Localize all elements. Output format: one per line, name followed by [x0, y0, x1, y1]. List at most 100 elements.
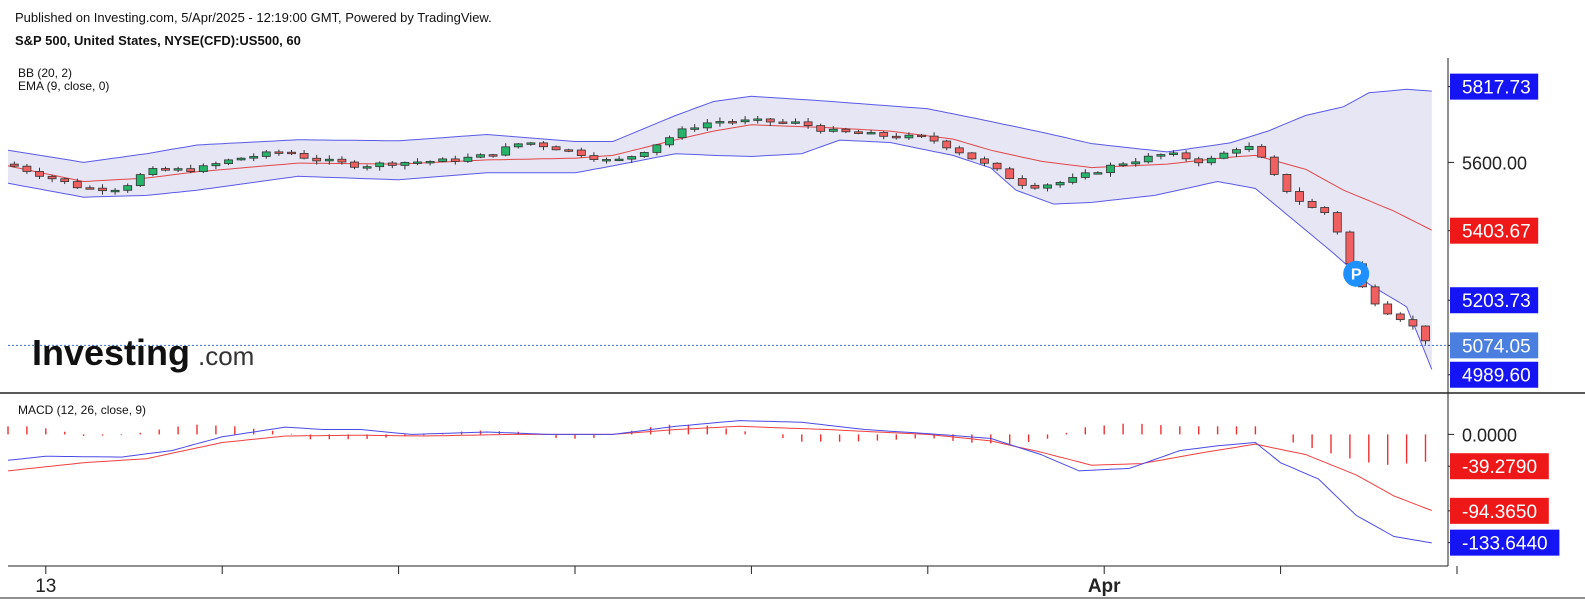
- candle: [1383, 301, 1393, 316]
- price-label-text: 5203.73: [1462, 291, 1531, 312]
- candle: [1118, 161, 1128, 168]
- candle-body: [1320, 207, 1330, 213]
- candle-body: [551, 146, 561, 151]
- candle: [400, 161, 410, 170]
- candle-body: [879, 132, 889, 137]
- candle: [161, 166, 170, 172]
- candle-body: [980, 158, 989, 164]
- candle: [627, 155, 637, 163]
- candle: [135, 172, 145, 187]
- candle: [715, 117, 725, 127]
- candle: [1244, 142, 1254, 152]
- candle: [614, 156, 624, 162]
- candle-body: [866, 132, 876, 135]
- candle-body: [627, 156, 637, 160]
- candle: [1219, 151, 1229, 160]
- candle: [576, 147, 586, 158]
- candle-body: [1017, 178, 1027, 186]
- candle-body: [602, 159, 611, 162]
- candle-body: [765, 118, 775, 123]
- candle-body: [1219, 152, 1229, 159]
- candle-body: [1118, 163, 1128, 166]
- candle: [324, 155, 334, 165]
- candle: [98, 184, 107, 195]
- macd-label-box: [1450, 497, 1549, 524]
- candle: [1131, 157, 1141, 167]
- svg-text:.com: .com: [198, 341, 254, 371]
- candle: [1408, 315, 1418, 330]
- candle: [1206, 155, 1216, 166]
- candle: [1332, 211, 1342, 235]
- candle-body: [690, 127, 700, 130]
- candle: [954, 145, 964, 156]
- candle-body: [942, 140, 952, 149]
- candle: [1169, 150, 1178, 157]
- published-line: Published on Investing.com, 5/Apr/2025 -…: [15, 10, 492, 25]
- candle: [9, 161, 19, 168]
- candle: [1156, 153, 1166, 160]
- candle-body: [1282, 174, 1292, 192]
- candle: [110, 188, 120, 195]
- bb-indicator-label: BB (20, 2): [18, 66, 72, 80]
- candle-body: [1181, 152, 1191, 160]
- candle-body: [110, 189, 120, 193]
- candle-body: [35, 171, 44, 177]
- candle-body: [740, 119, 750, 123]
- candle-body: [1043, 184, 1052, 189]
- candle-body: [816, 125, 826, 132]
- candle-body: [1143, 155, 1153, 163]
- candle-body: [614, 158, 624, 162]
- candle-body: [1370, 286, 1380, 305]
- candle: [148, 166, 158, 177]
- candle-body: [438, 158, 448, 162]
- candle-body: [324, 158, 334, 162]
- candle-body: [1232, 149, 1241, 154]
- ema-indicator-label: EMA (9, close, 0): [18, 79, 109, 93]
- candle: [1030, 182, 1040, 190]
- candle: [778, 118, 788, 125]
- candle-body: [589, 155, 599, 160]
- macd-label-box: [1450, 453, 1549, 480]
- candle: [866, 129, 876, 135]
- candle-body: [929, 135, 939, 142]
- candle: [60, 177, 70, 185]
- candle-body: [450, 158, 460, 162]
- bb-lower-line: [7, 139, 1433, 370]
- candle: [362, 164, 372, 171]
- candle: [47, 174, 57, 183]
- candle: [413, 158, 422, 166]
- price-label-box: [1450, 217, 1539, 244]
- candle-body: [148, 168, 158, 175]
- candle-body: [564, 149, 574, 152]
- candle: [791, 118, 800, 125]
- price-label-text: 5600.00: [1462, 153, 1527, 173]
- candle: [501, 143, 511, 157]
- candle: [85, 185, 95, 190]
- candle-body: [1131, 161, 1141, 165]
- candle-body: [249, 156, 259, 159]
- candle-body: [161, 168, 170, 171]
- candle: [1068, 173, 1078, 185]
- candle-body: [1106, 164, 1115, 174]
- candle-body: [1093, 172, 1103, 175]
- axes: 13 Apr: [0, 58, 1585, 599]
- candle-body: [98, 187, 107, 192]
- candle: [879, 131, 889, 140]
- investing-logo: Investing .com: [32, 332, 254, 373]
- candle-body: [22, 165, 32, 172]
- candle-body: [1156, 154, 1166, 157]
- candle-body: [841, 128, 851, 133]
- candle: [917, 133, 926, 139]
- price-scale: 5817.73 5600.00 5403.67 5203.73 5074.05 4989.…: [1448, 73, 1560, 556]
- bb-upper-line: [7, 88, 1432, 163]
- candle-body: [1395, 313, 1405, 321]
- candle-body: [954, 147, 964, 154]
- candle: [854, 129, 863, 135]
- candle-body: [753, 118, 763, 121]
- candle: [211, 161, 221, 170]
- candle: [652, 144, 662, 156]
- marker-label: P: [1351, 267, 1362, 284]
- candle: [539, 141, 548, 151]
- candle: [740, 116, 750, 125]
